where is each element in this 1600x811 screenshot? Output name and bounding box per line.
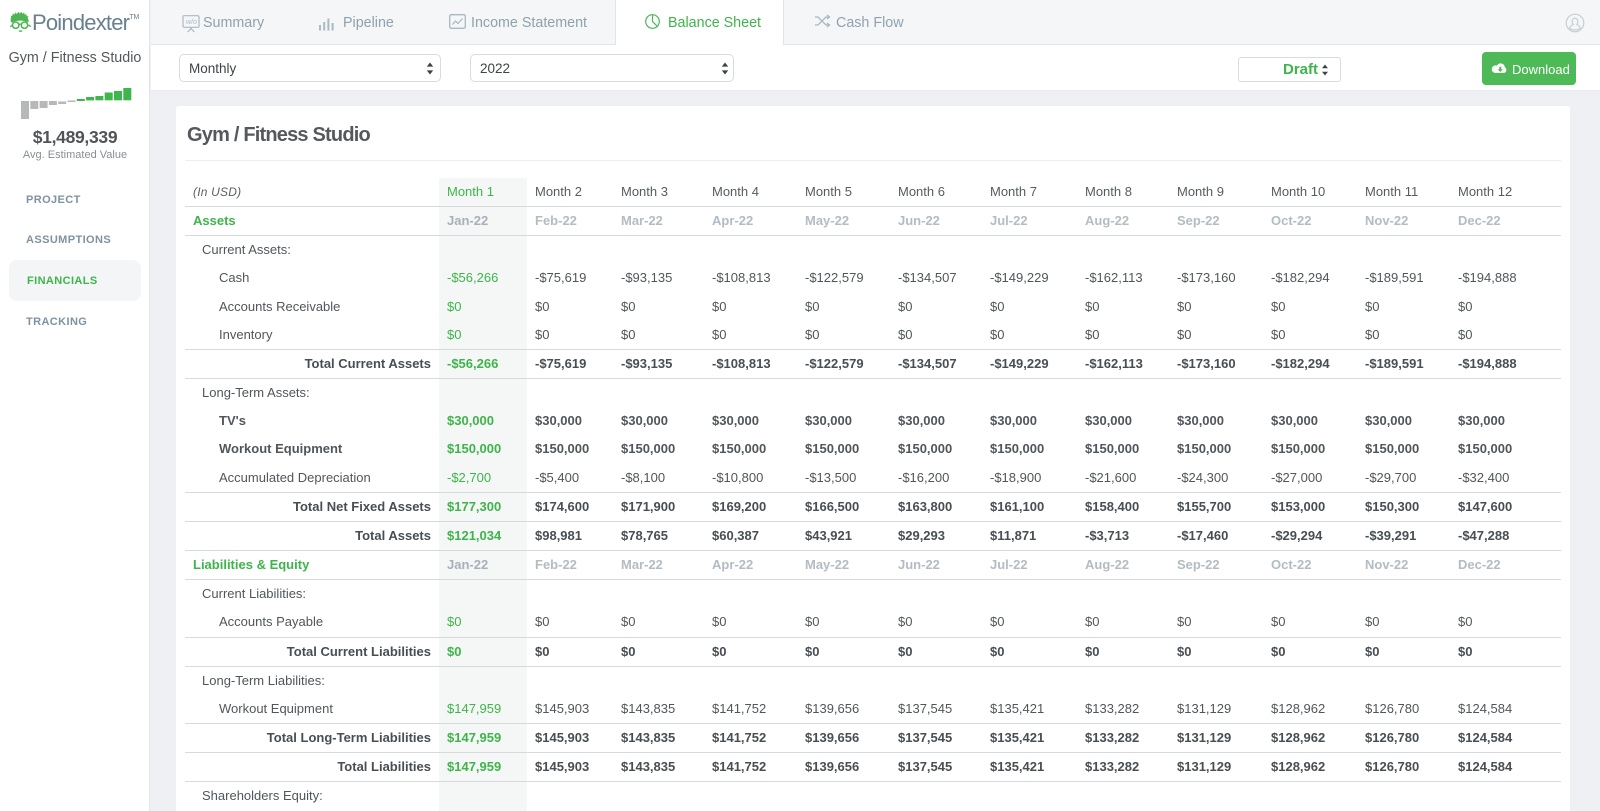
svg-text:w/o: w/o	[186, 19, 197, 26]
